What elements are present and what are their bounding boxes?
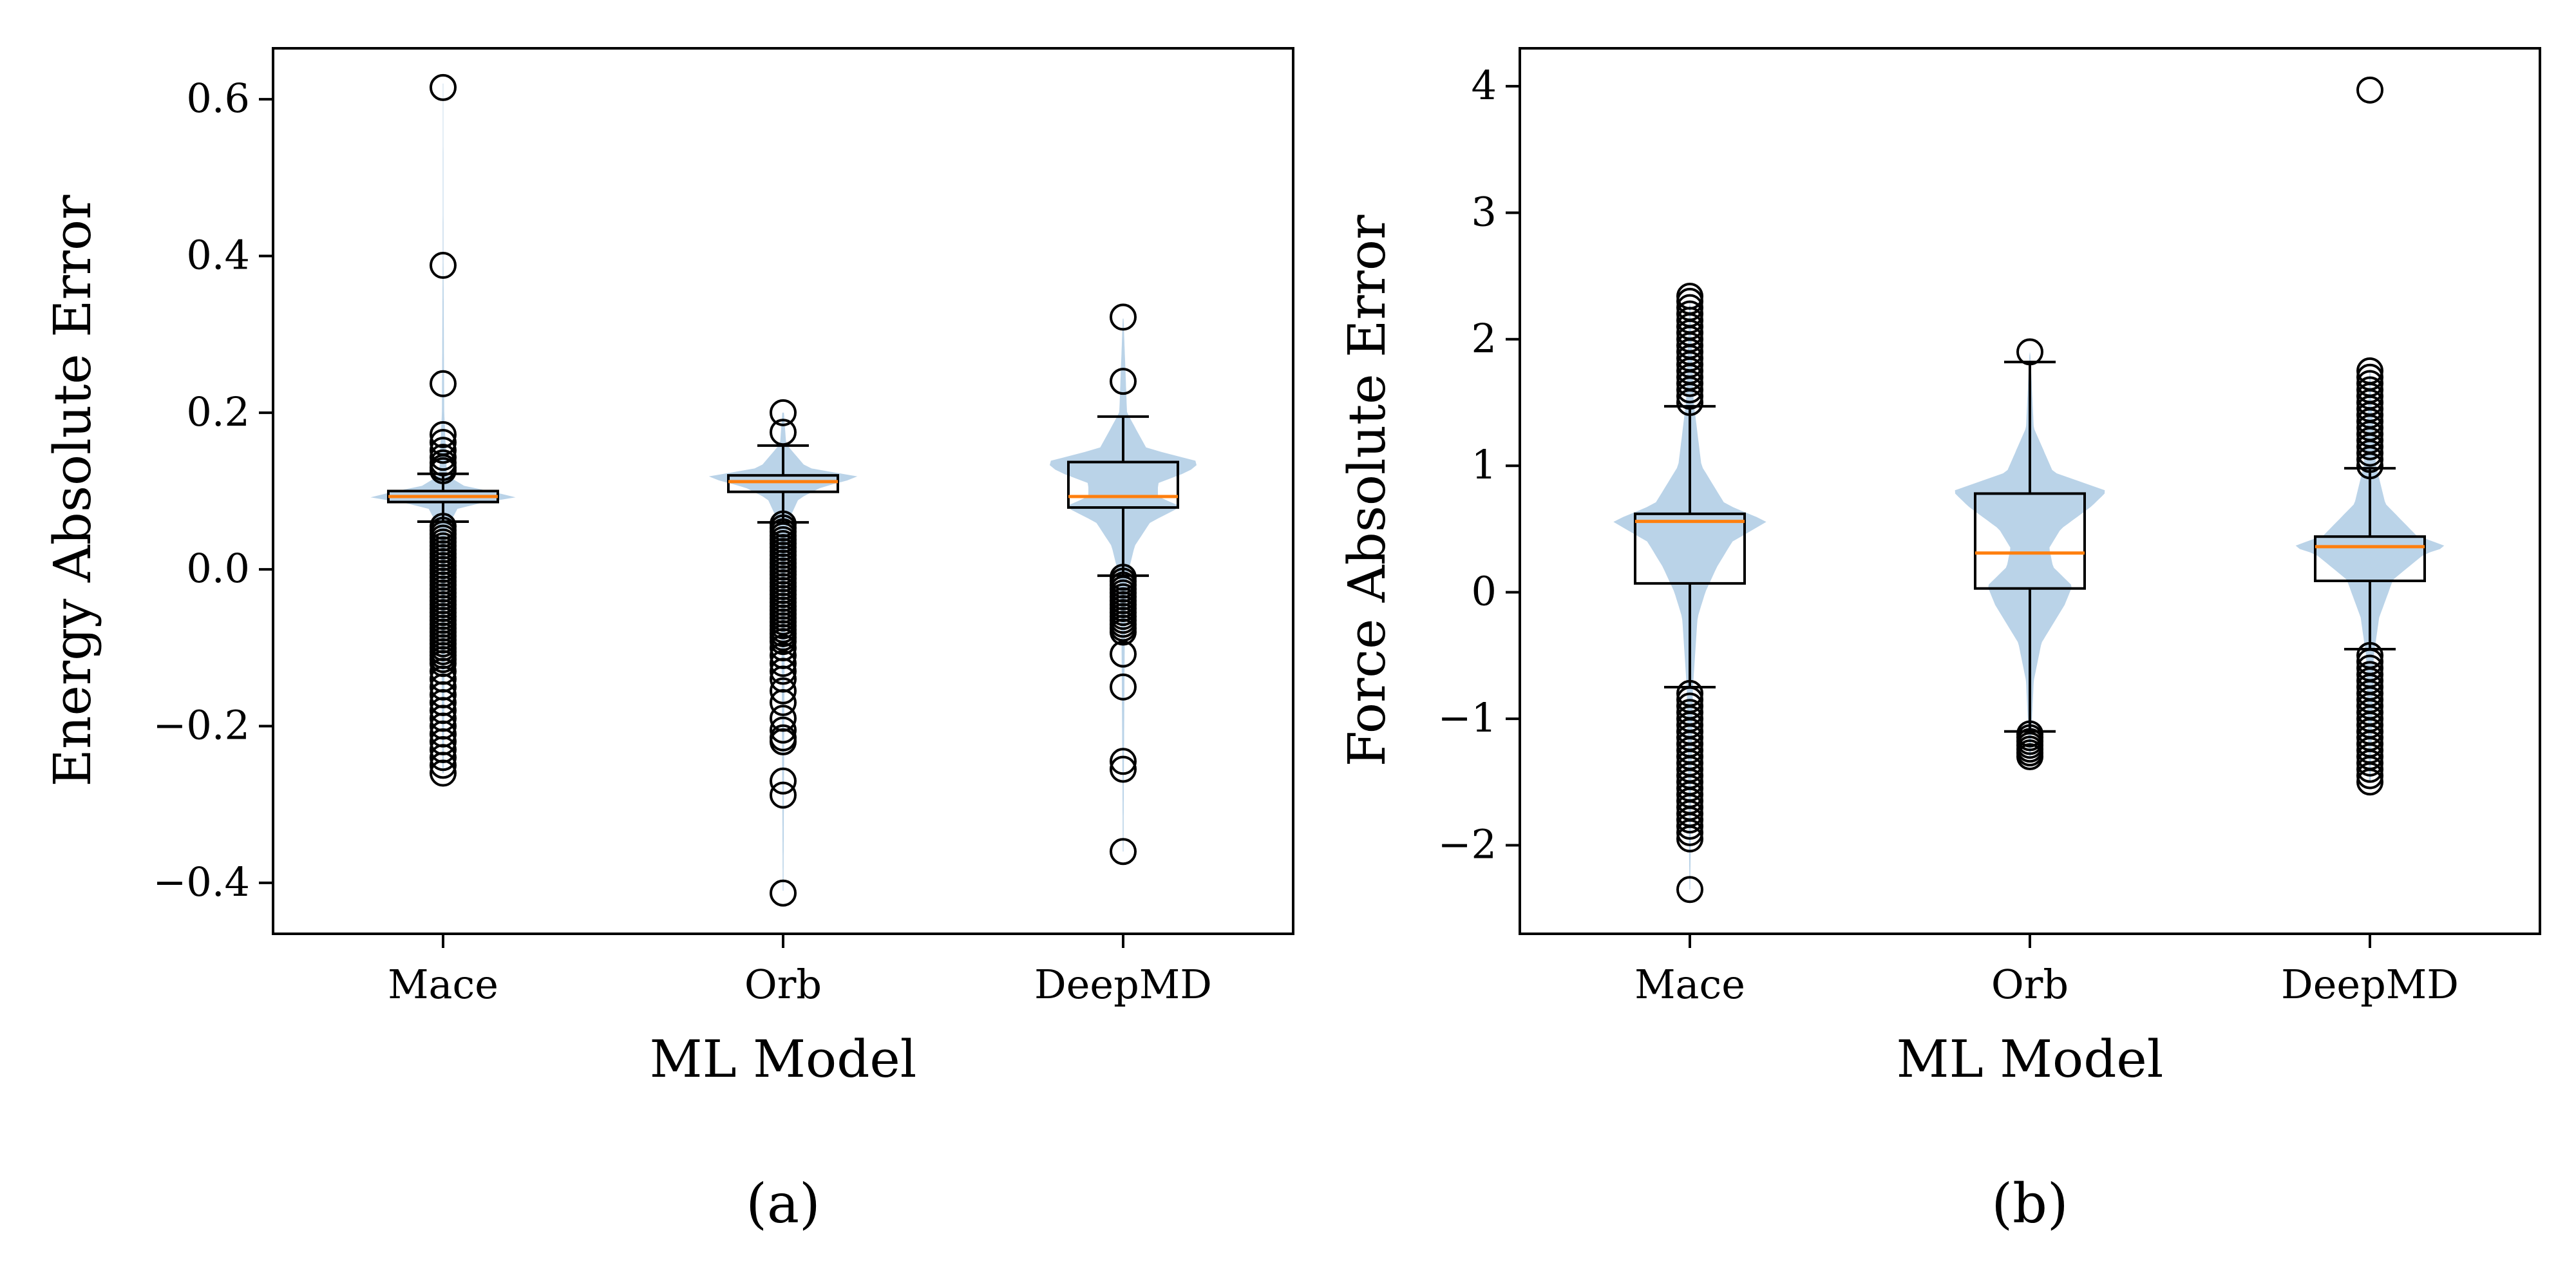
panel-a-mace-outlier-9 [430, 457, 457, 484]
panel-b-deepmd-violin [2295, 370, 2445, 782]
panel-b-deepmd-outlier-0 [2356, 76, 2383, 104]
panel-a-mace-outlier-0 [430, 73, 457, 101]
panel-a-caption: (a) [746, 1172, 820, 1235]
panel-b-deepmd-outlier-36 [2356, 762, 2383, 790]
panel-a-orb-outlier-41 [770, 716, 797, 744]
panel-b-deepmd-outlier-13 [2356, 433, 2383, 460]
panel-a-y-tick-label-1: −0.2 [153, 702, 250, 749]
panel-a-deepmd-outlier-16 [1110, 618, 1137, 646]
panel-b-y-tick-label-2: 0 [1472, 568, 1497, 615]
panel-b-x-axis-label: ML Model [1897, 1029, 2164, 1089]
panel-a-y-tick-label-5: 0.6 [186, 75, 250, 122]
panel-a-orb-outlier-44 [770, 767, 797, 795]
panel-a-deepmd-outlier-17 [1110, 640, 1137, 668]
panel-b-orb-outliers [2016, 338, 2043, 770]
panel-a-orb-outlier-46 [770, 879, 797, 907]
panel-b-mace-outlier-39 [1676, 813, 1703, 840]
panel-a-mace-violin [370, 83, 516, 773]
panel-a-orb-outlier-36 [770, 658, 797, 685]
panel-b-mace-box [1634, 512, 1746, 585]
panel-a-mace-outliers [430, 73, 457, 787]
panel-a-mace-outlier-2 [430, 370, 457, 397]
panel-a-orb-box [727, 474, 839, 493]
panel-b-orb-outlier-0 [2016, 338, 2043, 366]
panel-b-deepmd-outlier-16 [2356, 452, 2383, 480]
panel-b-y-tick-label-4: 2 [1472, 315, 1497, 362]
panel-b-mace-outlier-16 [1676, 383, 1703, 410]
panel-b-deepmd-outlier-34 [2356, 749, 2383, 777]
panel-a-x-ticks: Mace Orb DeepMD [388, 934, 1212, 1008]
panel-b-x-ticks: Mace Orb DeepMD [1634, 934, 2459, 1008]
panel-b-orb-box [1974, 492, 2086, 590]
panel-b-mace-outlier-41 [1676, 825, 1703, 853]
panel-a-orb-outlier-0 [770, 399, 797, 426]
panel-b-deepmd-outlier-35 [2356, 755, 2383, 783]
panel-b-y-ticks: −2 −1 0 1 2 3 4 [1438, 62, 1520, 868]
panel-a-deepmd-box [1067, 460, 1179, 509]
panel-b-y-tick-label-3: 1 [1472, 441, 1497, 488]
panel-b-y-tick-label-0: −2 [1438, 821, 1497, 868]
panel-b-x-tick-label-deepmd: DeepMD [2281, 961, 2459, 1008]
panel-a-x-tick-label-orb: Orb [744, 961, 822, 1008]
panel-a-orb-outlier-32 [770, 628, 797, 656]
panel-b-deepmd-outliers [2356, 76, 2383, 796]
panel-a-deepmd-outlier-21 [1110, 838, 1137, 866]
panel-b-mace-outlier-42 [1676, 876, 1703, 904]
panel-a-mace-outlier-1 [430, 252, 457, 279]
panel-b-mace-outlier-40 [1676, 819, 1703, 846]
panel-a-orb-outlier-1 [770, 419, 797, 446]
panel-b-mace-outlier-38 [1676, 806, 1703, 834]
panel-b-x-tick-label-orb: Orb [1991, 961, 2069, 1008]
panel-a-x-axis-label: ML Model [650, 1029, 917, 1089]
panel-a-deepmd-outlier-1 [1110, 368, 1137, 395]
panel-a-orb-outlier-45 [770, 781, 797, 809]
panel-b-mace-outlier-15 [1676, 376, 1703, 404]
panel-a-orb-outliers [770, 399, 797, 907]
panel-b-y-axis-label: Force Absolute Error [1337, 214, 1397, 766]
panel-a-mace-outlier-59 [430, 759, 457, 787]
panel-a-deepmd-outlier-18 [1110, 673, 1137, 701]
panel-a-y-axis-label: Energy Absolute Error [43, 194, 102, 787]
panel-a-mace-outlier-58 [430, 752, 457, 779]
panel-b-mace-outlier-17 [1676, 389, 1703, 416]
panel-a-deepmd-outlier-20 [1110, 755, 1137, 783]
panel-b-deepmd-outlier-37 [2356, 768, 2383, 796]
panel-a-plot-elements [370, 73, 1197, 907]
panel-b-mace-outlier-14 [1676, 370, 1703, 397]
panel-a-deepmd-outliers [1110, 303, 1137, 866]
panel-a-orb-outlier-43 [770, 728, 797, 755]
panel-a-mace-outlier-3 [430, 421, 457, 448]
panel-b-orb-outlier-7 [2016, 743, 2043, 770]
panel-b-plot-elements [1613, 76, 2445, 904]
panel-b-x-tick-label-mace: Mace [1634, 961, 1745, 1008]
panel-b-caption: (b) [1991, 1172, 2068, 1235]
panel-a-deepmd-outlier-19 [1110, 748, 1137, 775]
panel-b-deepmd-outlier-15 [2356, 446, 2383, 473]
panel-b-y-tick-label-6: 4 [1472, 62, 1497, 109]
panel-b: −2 −1 0 1 2 3 4 Mace Orb DeepMD ML Model Force A… [1337, 47, 2541, 1235]
panel-a-y-tick-label-3: 0.2 [186, 388, 250, 435]
panel-a-y-tick-label-0: −0.4 [153, 858, 250, 905]
panel-b-y-tick-label-1: −1 [1438, 694, 1497, 741]
panel-a-y-ticks: −0.4 −0.2 0.0 0.2 0.4 0.6 [153, 75, 273, 905]
panel-a-mace-outlier-57 [430, 744, 457, 772]
panel-a-deepmd-outlier-0 [1110, 303, 1137, 331]
panel-a-orb-outlier-35 [770, 650, 797, 677]
panel-b-y-tick-label-5: 3 [1472, 188, 1497, 235]
panel-b-deepmd-box [2314, 535, 2426, 582]
panel-a-mace-outlier-5 [430, 437, 457, 464]
panel-a-x-tick-label-deepmd: DeepMD [1034, 961, 1212, 1008]
panel-b-mace-outliers [1676, 283, 1703, 904]
panel-a-y-tick-label-2: 0.0 [186, 545, 250, 592]
panel-a: −0.4 −0.2 0.0 0.2 0.4 0.6 Mace Orb DeepMD ML Mo… [43, 47, 1294, 1235]
panel-a-x-tick-label-mace: Mace [388, 961, 498, 1008]
panel-b-deepmd-outlier-14 [2356, 439, 2383, 467]
panel-a-orb-outlier-39 [770, 689, 797, 717]
panel-a-orb-outlier-38 [770, 677, 797, 705]
panel-a-y-tick-label-4: 0.4 [186, 231, 250, 278]
